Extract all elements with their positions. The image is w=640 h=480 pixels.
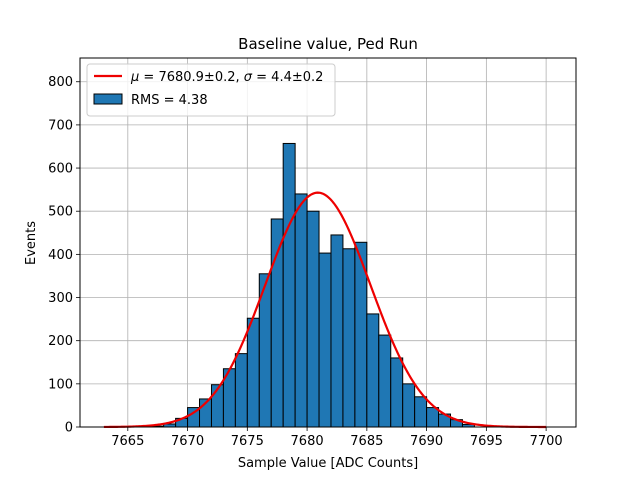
histogram-bar <box>330 234 344 428</box>
x-tick-label: 7665 <box>111 434 144 449</box>
y-tick-label: 500 <box>48 205 73 220</box>
histogram-bar <box>414 396 428 428</box>
x-tick-label: 7690 <box>410 434 443 449</box>
histogram-bar <box>426 407 440 428</box>
x-tick-label: 7680 <box>291 434 324 449</box>
axis-ticks: 7665 7670 7675 7680 7685 7690 7695 7700 0 100 200 3… <box>48 75 562 449</box>
gaussian-fit <box>103 191 547 429</box>
x-tick-label: 7675 <box>231 434 264 449</box>
histogram-bar <box>342 248 356 428</box>
histogram-bar <box>294 193 308 428</box>
x-tick-label: 7695 <box>470 434 503 449</box>
legend: μ = 7680.9±0.2, σ = 4.4±0.2 RMS = 4.38 <box>86 63 336 117</box>
fit-curve <box>103 191 547 429</box>
x-axis-label: Sample Value [ADC Counts] <box>238 456 418 471</box>
x-tick-label: 7700 <box>530 434 563 449</box>
y-axis-label: Events <box>24 221 39 265</box>
histogram-bar <box>378 334 392 428</box>
histogram-bar <box>210 384 224 428</box>
y-tick-label: 100 <box>48 377 73 392</box>
y-tick-label: 800 <box>48 75 73 90</box>
legend-histogram-label: RMS = 4.38 <box>131 93 208 108</box>
histogram-bars <box>151 142 475 428</box>
histogram-bar <box>306 210 320 428</box>
y-tick-label: 0 <box>65 421 73 436</box>
y-tick-label: 700 <box>48 118 73 133</box>
histogram-bar <box>246 317 260 428</box>
y-tick-label: 600 <box>48 162 73 177</box>
y-tick-label: 200 <box>48 334 73 349</box>
histogram-bar <box>282 142 296 428</box>
histogram-bar <box>318 252 332 428</box>
x-tick-label: 7685 <box>350 434 383 449</box>
legend-histogram-swatch <box>93 93 123 105</box>
legend-box <box>86 63 336 117</box>
legend-fit-label: μ = 7680.9±0.2, σ = 4.4±0.2 <box>130 70 323 85</box>
histogram-bar <box>234 353 248 428</box>
histogram-bar <box>390 357 404 428</box>
y-tick-label: 300 <box>48 291 73 306</box>
plot-frame <box>79 57 577 428</box>
histogram-bar <box>402 383 416 428</box>
chart-title: Baseline value, Ped Run <box>238 35 418 53</box>
histogram-bar <box>366 313 380 428</box>
y-tick-label: 400 <box>48 248 73 263</box>
x-tick-label: 7670 <box>171 434 204 449</box>
